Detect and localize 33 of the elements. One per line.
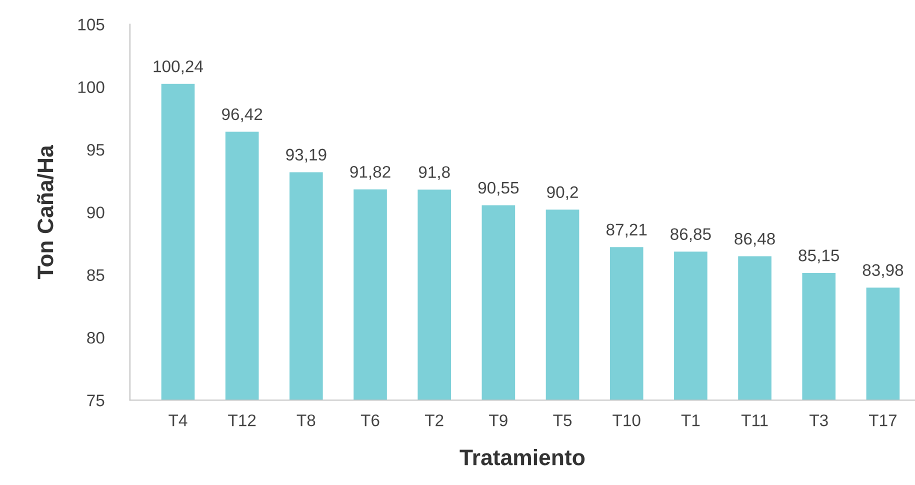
x-tick-label: T1: [681, 414, 700, 426]
data-label: 83,98: [862, 264, 904, 278]
data-label: 91,82: [350, 166, 390, 180]
y-tick-label: 95: [87, 144, 104, 156]
x-tick-label: T6: [360, 414, 380, 426]
y-tick-label: 105: [78, 18, 104, 30]
x-tick-label: T8: [296, 414, 316, 426]
y-tick-label: 100: [78, 81, 104, 94]
x-tick-label: T10: [612, 414, 640, 426]
x-tick-label: T11: [741, 414, 768, 426]
x-axis-title: Tratamiento: [460, 448, 585, 466]
data-label: 91,8: [418, 166, 450, 180]
y-axis-title: Ton Caña/Ha: [36, 144, 54, 280]
y-tick-label: 85: [87, 269, 104, 282]
data-label: 90,55: [478, 182, 519, 196]
data-label: 86,48: [734, 232, 775, 247]
x-tick-label: T4: [168, 414, 188, 426]
x-tick-label: T2: [424, 414, 444, 426]
x-tick-label: T9: [489, 414, 508, 426]
data-label: 100,24: [154, 60, 203, 74]
y-tick-label: 90: [87, 206, 104, 218]
data-label: 90,2: [547, 186, 578, 200]
data-label: 86,85: [670, 228, 711, 242]
data-label: 85,15: [798, 250, 840, 264]
data-label: 96,42: [222, 108, 262, 122]
data-label: 87,21: [606, 224, 647, 238]
x-tick-label: T17: [868, 414, 896, 426]
y-tick-label: 80: [87, 332, 104, 344]
data-label: 93,19: [286, 148, 326, 163]
x-tick-label: T5: [553, 414, 572, 426]
y-tick-label: 75: [87, 394, 104, 406]
x-tick-label: T3: [810, 414, 828, 426]
x-tick-label: T12: [228, 414, 256, 426]
